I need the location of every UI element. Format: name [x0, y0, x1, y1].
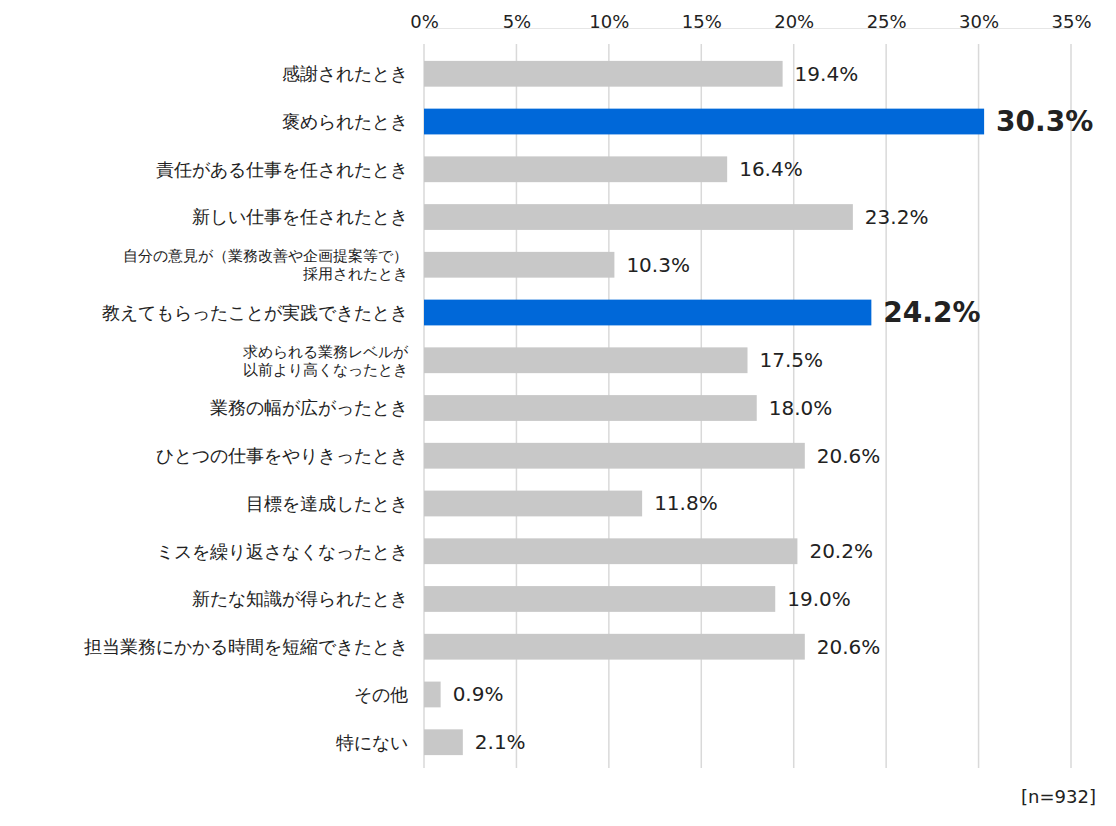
category-label: 新たな知識が得られたとき [192, 588, 408, 609]
annotation: [n=932] [1021, 786, 1096, 807]
category-label: その他 [354, 684, 408, 705]
bar [424, 347, 748, 373]
x-tick: 15% [682, 11, 722, 32]
y-tick: ミスを繰り返さなくなったとき [156, 541, 424, 562]
bar [424, 443, 805, 469]
y-tick: 求められる業務レベルが以前より高くなったとき [243, 343, 424, 379]
data-label: 19.0% [787, 587, 851, 611]
y-tick: 新たな知識が得られたとき [192, 588, 424, 609]
data-label: 2.1% [475, 730, 526, 754]
x-tick: 20% [774, 11, 814, 32]
category-label: 新しい仕事を任されたとき [192, 206, 408, 227]
x-tick: 5% [503, 11, 532, 32]
category-label: 自分の意見が（業務改善や企画提案等で）採用されたとき [123, 247, 408, 283]
data-labels: 19.4% 30.3% 16.4% 23.2% 10.3% 24.2% 17.5% 18.0%… [453, 62, 1094, 754]
annotations: [n=932] [1021, 786, 1096, 807]
data-label: 23.2% [865, 205, 929, 229]
x-tick-label: 35% [1051, 11, 1091, 32]
data-label: 19.4% [795, 62, 859, 86]
bar [424, 204, 853, 230]
category-label: 褒められたとき [282, 111, 408, 132]
x-tick-label: 20% [774, 11, 814, 32]
data-label: 20.6% [817, 635, 881, 659]
data-label: 30.3% [996, 105, 1093, 138]
category-label: 責任がある仕事を任されたとき [156, 159, 408, 180]
y-tick: 特にない [336, 732, 424, 753]
data-label: 16.4% [739, 157, 803, 181]
chart: 0% 5% 10% 15% 20% 25% 30% 35% 感謝されたとき褒められたとき責任があ… [0, 0, 1116, 826]
y-tick: 教えてもらったことが実践できたとき [102, 302, 424, 323]
bar [424, 61, 783, 87]
bar [424, 156, 727, 182]
x-tick-label: 30% [959, 11, 999, 32]
bar [424, 538, 797, 564]
bar [424, 586, 775, 612]
bars [424, 61, 984, 755]
category-label: 業務の幅が広がったとき [210, 397, 408, 418]
x-tick-label: 5% [503, 11, 532, 32]
x-tick: 10% [589, 11, 629, 32]
bar [424, 300, 871, 326]
category-label: 目標を達成したとき [246, 493, 408, 514]
category-label: 求められる業務レベルが以前より高くなったとき [243, 343, 409, 379]
x-tick: 25% [867, 11, 907, 32]
y-tick: 自分の意見が（業務改善や企画提案等で）採用されたとき [123, 247, 424, 283]
y-tick: その他 [354, 684, 424, 705]
y-axis: 感謝されたとき褒められたとき責任がある仕事を任されたとき新しい仕事を任されたとき… [84, 49, 425, 769]
grid [424, 44, 1071, 768]
category-label: ミスを繰り返さなくなったとき [156, 541, 408, 562]
bar [424, 109, 984, 135]
data-label: 20.2% [809, 539, 873, 563]
x-tick-label: 0% [410, 11, 439, 32]
data-label: 20.6% [817, 444, 881, 468]
bar [424, 634, 805, 660]
x-tick: 0% [410, 11, 439, 32]
bar [424, 682, 441, 708]
grid-line [978, 44, 980, 768]
x-tick: 35% [1051, 11, 1091, 32]
x-tick-label: 25% [867, 11, 907, 32]
category-label: 担当業務にかかる時間を短縮できたとき [84, 636, 408, 657]
x-axis: 0% 5% 10% 15% 20% 25% 30% 35% [410, 11, 1091, 32]
data-label: 17.5% [760, 348, 824, 372]
category-label: 特にない [336, 732, 408, 753]
bar [424, 252, 614, 278]
category-label: ひとつの仕事をやりきったとき [156, 445, 408, 466]
y-tick: 褒められたとき [282, 111, 424, 132]
x-tick: 30% [959, 11, 999, 32]
y-tick: 感謝されたとき [282, 63, 424, 84]
bar [424, 729, 463, 755]
y-tick: 担当業務にかかる時間を短縮できたとき [84, 636, 424, 657]
grid-line [885, 44, 887, 768]
category-label: 感謝されたとき [282, 63, 408, 84]
x-tick-label: 10% [589, 11, 629, 32]
y-tick: 責任がある仕事を任されたとき [156, 159, 424, 180]
y-tick: 業務の幅が広がったとき [210, 397, 424, 418]
y-tick: ひとつの仕事をやりきったとき [156, 445, 424, 466]
data-label: 0.9% [453, 682, 504, 706]
category-label: 教えてもらったことが実践できたとき [102, 302, 408, 323]
y-tick: 目標を達成したとき [246, 493, 424, 514]
x-tick-label: 15% [682, 11, 722, 32]
data-label: 24.2% [883, 296, 980, 329]
grid-line [1070, 44, 1072, 768]
data-label: 10.3% [626, 253, 690, 277]
bar [424, 491, 642, 517]
bar [424, 395, 757, 421]
data-label: 11.8% [654, 491, 718, 515]
y-tick: 新しい仕事を任されたとき [192, 206, 424, 227]
data-label: 18.0% [769, 396, 833, 420]
